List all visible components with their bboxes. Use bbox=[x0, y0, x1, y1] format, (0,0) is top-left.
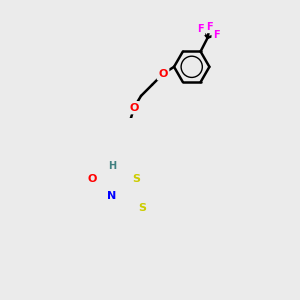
Text: S: S bbox=[139, 203, 147, 213]
Text: S: S bbox=[133, 174, 141, 184]
Text: F: F bbox=[197, 24, 204, 34]
Text: F: F bbox=[206, 22, 213, 32]
Text: F: F bbox=[213, 30, 220, 40]
Text: N: N bbox=[107, 191, 117, 201]
Text: H: H bbox=[108, 161, 116, 171]
Text: O: O bbox=[158, 69, 168, 79]
Text: O: O bbox=[129, 103, 139, 113]
Text: O: O bbox=[88, 174, 98, 184]
